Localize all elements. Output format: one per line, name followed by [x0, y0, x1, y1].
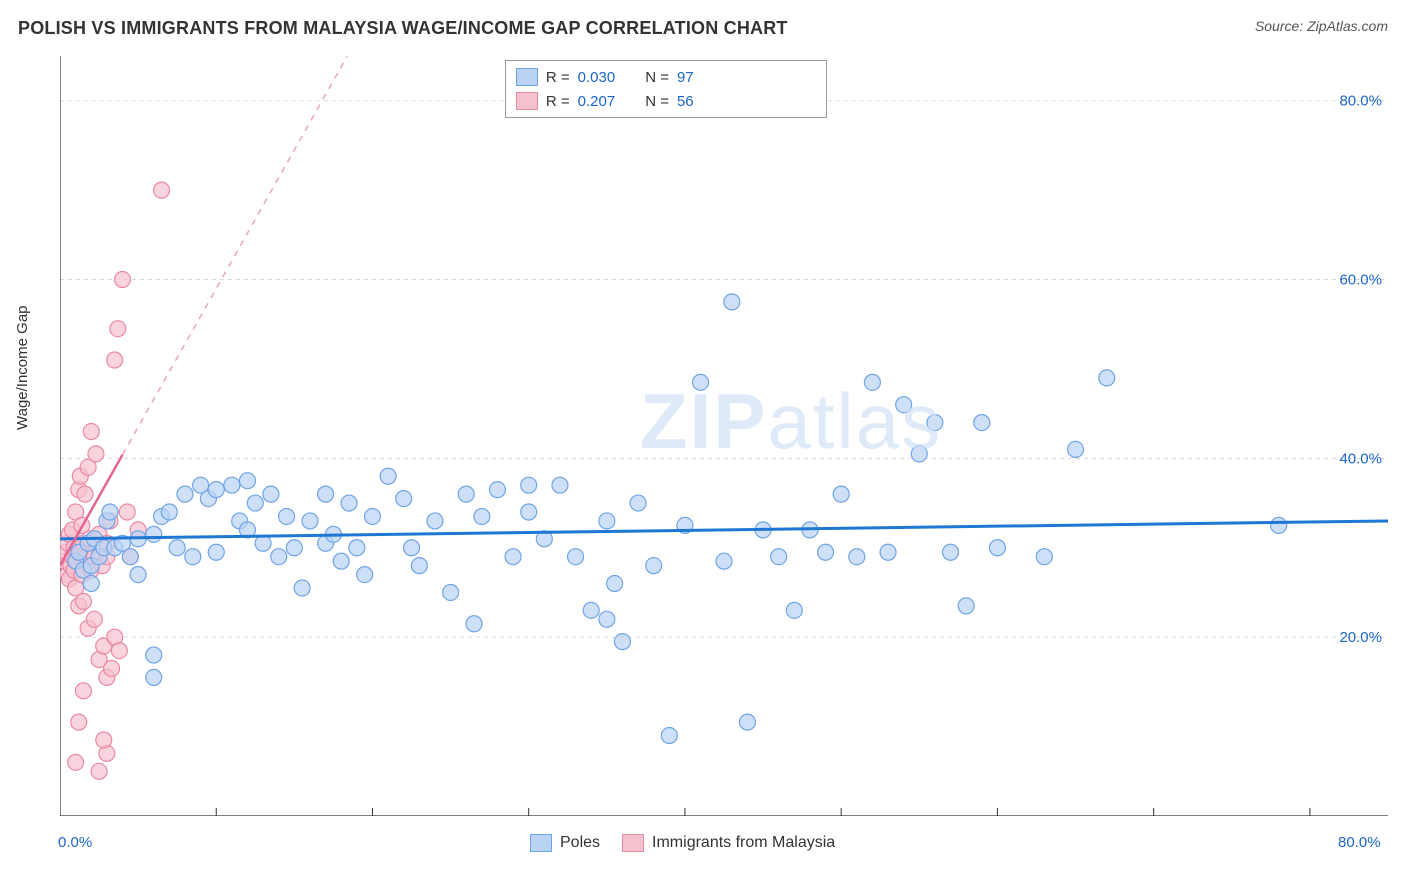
- legend-series-label: Poles: [560, 834, 600, 852]
- svg-text:40.0%: 40.0%: [1339, 450, 1382, 467]
- y-axis-label: Wage/Income Gap: [14, 305, 31, 430]
- legend-r-value: 0.207: [578, 93, 616, 110]
- legend-stats-row: R = 0.207 N = 56: [516, 89, 816, 113]
- legend-n-value: 56: [677, 93, 694, 110]
- legend-swatch: [530, 834, 552, 852]
- legend-swatch: [622, 834, 644, 852]
- legend-n-label: N =: [645, 93, 669, 110]
- x-axis-origin-label: 0.0%: [58, 834, 92, 851]
- legend-series: Poles Immigrants from Malaysia: [530, 834, 849, 852]
- chart-header: POLISH VS IMMIGRANTS FROM MALAYSIA WAGE/…: [18, 18, 1388, 39]
- chart-title: POLISH VS IMMIGRANTS FROM MALAYSIA WAGE/…: [18, 18, 788, 39]
- legend-r-value: 0.030: [578, 69, 616, 86]
- x-axis-max-label: 80.0%: [1338, 834, 1381, 851]
- svg-text:60.0%: 60.0%: [1339, 272, 1382, 289]
- chart-source: Source: ZipAtlas.com: [1255, 18, 1388, 34]
- legend-stats-box: R = 0.030 N = 97 R = 0.207 N = 56: [505, 60, 827, 118]
- legend-series-label: Immigrants from Malaysia: [652, 834, 835, 852]
- legend-r-label: R =: [546, 93, 570, 110]
- legend-n-value: 97: [677, 69, 694, 86]
- legend-swatch: [516, 68, 538, 86]
- legend-stats-row: R = 0.030 N = 97: [516, 65, 816, 89]
- chart-plot-area: 20.0%40.0%60.0%80.0% ZIPatlas R =0.030N …: [60, 56, 1388, 816]
- svg-text:80.0%: 80.0%: [1339, 93, 1382, 110]
- svg-text:20.0%: 20.0%: [1339, 629, 1382, 646]
- legend-n-label: N =: [645, 69, 669, 86]
- chart-svg: 20.0% 40.0% 60.0% 80.0%: [60, 56, 1388, 816]
- legend-swatch: [516, 92, 538, 110]
- legend-r-label: R =: [546, 69, 570, 86]
